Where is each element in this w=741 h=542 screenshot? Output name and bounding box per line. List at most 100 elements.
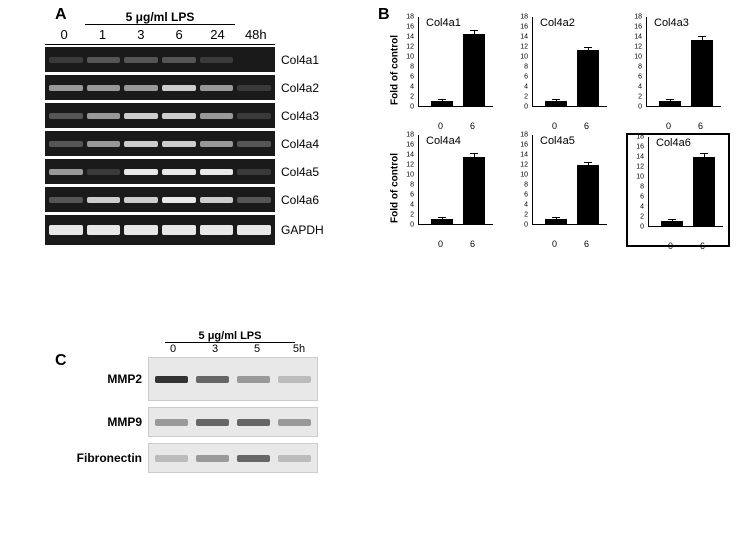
- gel-band: [124, 197, 158, 203]
- gel-band: [49, 57, 83, 63]
- gel-band: [87, 197, 121, 203]
- gel-image: [45, 131, 275, 156]
- x-tick-label: 6: [470, 121, 475, 131]
- gel-band: [49, 197, 83, 203]
- blot-band: [278, 419, 311, 426]
- x-tick-label: 0: [668, 241, 673, 251]
- gel-band: [237, 85, 271, 91]
- y-ticks: 024681012141618: [628, 137, 646, 227]
- chart-bar: [431, 101, 453, 106]
- panel-a-timepoint: 3: [122, 27, 160, 42]
- gel-band: [124, 141, 158, 147]
- gel-band: [162, 85, 196, 91]
- gel-band: [124, 113, 158, 119]
- gel-band: [200, 85, 234, 91]
- y-tick: 4: [524, 84, 528, 91]
- panel-c-timepoint: 5: [236, 343, 278, 355]
- y-tick: 8: [410, 182, 414, 189]
- gel-band: [49, 141, 83, 147]
- bar-chart: Col4a302468101214161806: [626, 15, 726, 125]
- gel-band: [87, 57, 121, 63]
- y-tick: 4: [410, 202, 414, 209]
- error-bar: [670, 100, 671, 101]
- plot-area: [646, 17, 721, 107]
- y-tick: 10: [634, 54, 642, 61]
- blot-band: [155, 376, 188, 383]
- gel-band: [237, 141, 271, 147]
- y-tick: 0: [524, 222, 528, 229]
- panel-c-timepoint: 0: [152, 343, 194, 355]
- x-tick-label: 0: [438, 121, 443, 131]
- error-cap: [700, 153, 708, 154]
- blot-row-label: MMP9: [70, 415, 148, 429]
- y-tick: 0: [640, 224, 644, 231]
- error-bar: [588, 48, 589, 51]
- error-bar: [474, 31, 475, 34]
- y-tick: 14: [520, 34, 528, 41]
- gel-band: [124, 85, 158, 91]
- gel-band: [200, 197, 234, 203]
- y-ticks: 024681012141618: [398, 135, 416, 225]
- chart-bar: [431, 219, 453, 224]
- blot-band: [155, 419, 188, 426]
- blot-row-label: MMP2: [70, 372, 148, 386]
- gel-row: Col4a2: [45, 75, 335, 100]
- y-ticks: 024681012141618: [512, 17, 530, 107]
- gel-image: [45, 103, 275, 128]
- gel-band: [162, 225, 196, 235]
- blot-band: [278, 376, 311, 383]
- gel-band: [200, 141, 234, 147]
- chart-bar: [693, 157, 715, 226]
- gel-band: [124, 57, 158, 63]
- panel-a: 5 μg/ml LPS 01362448h Col4a1Col4a2Col4a3…: [45, 10, 335, 248]
- y-tick: 8: [640, 184, 644, 191]
- y-tick: 16: [406, 24, 414, 31]
- y-ticks: 024681012141618: [512, 135, 530, 225]
- y-tick: 0: [410, 104, 414, 111]
- gel-image: [45, 159, 275, 184]
- panel-a-timepoint: 1: [83, 27, 121, 42]
- gel-band: [237, 113, 271, 119]
- gel-band: [124, 169, 158, 175]
- y-tick: 16: [634, 24, 642, 31]
- error-bar: [442, 218, 443, 220]
- blot-image: [148, 407, 318, 437]
- y-tick: 16: [520, 24, 528, 31]
- error-bar: [702, 37, 703, 40]
- gel-row: GAPDH: [45, 215, 335, 245]
- blot-band: [196, 455, 229, 462]
- y-tick: 4: [640, 204, 644, 211]
- gel-row-label: Col4a2: [281, 81, 319, 95]
- blot-row-label: Fibronectin: [70, 451, 148, 465]
- gel-image: [45, 187, 275, 212]
- error-cap: [552, 217, 560, 218]
- plot-area: [532, 135, 607, 225]
- y-tick: 2: [524, 212, 528, 219]
- blot-image: [148, 357, 318, 401]
- gel-band: [87, 169, 121, 175]
- error-bar: [474, 154, 475, 157]
- gel-image: [45, 75, 275, 100]
- panel-c-treatment: 5 μg/ml LPS: [165, 330, 295, 343]
- y-tick: 10: [406, 54, 414, 61]
- error-cap: [584, 162, 592, 163]
- gel-band: [87, 113, 121, 119]
- error-cap: [666, 99, 674, 100]
- gel-row: Col4a3: [45, 103, 335, 128]
- error-cap: [470, 153, 478, 154]
- gel-band: [237, 169, 271, 175]
- y-tick: 16: [636, 144, 644, 151]
- blot-band: [237, 376, 270, 383]
- y-tick: 0: [638, 104, 642, 111]
- y-tick: 18: [406, 14, 414, 21]
- gel-row: Col4a4: [45, 131, 335, 156]
- gel-row-label: Col4a3: [281, 109, 319, 123]
- x-tick-label: 0: [438, 239, 443, 249]
- gel-band: [237, 225, 271, 235]
- chart-bar: [659, 101, 681, 106]
- y-tick: 4: [410, 84, 414, 91]
- panel-b: Col4a1Fold of control02468101214161806Co…: [370, 15, 730, 247]
- error-bar: [556, 218, 557, 219]
- bar-chart: Col4a602468101214161806: [626, 133, 730, 247]
- gel-band: [49, 113, 83, 119]
